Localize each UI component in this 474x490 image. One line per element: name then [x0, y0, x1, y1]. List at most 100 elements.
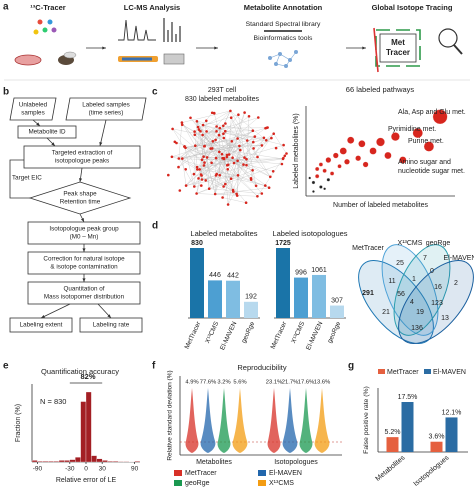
value-label: 5.2% [385, 429, 401, 436]
value-label: 5.6% [233, 380, 246, 386]
x-tick-label: 0 [84, 466, 88, 473]
violin [200, 388, 216, 453]
arrow-head [41, 314, 45, 318]
network-title: 293T cell [208, 87, 237, 94]
value-label: 77.6% [200, 380, 216, 386]
network-edge [230, 110, 271, 177]
legend-label: geoRge [185, 480, 210, 487]
histogram-bar [42, 461, 49, 463]
network-edge [202, 158, 283, 160]
legend-swatch [378, 369, 385, 374]
tracer-dot [47, 19, 53, 25]
x-tick-label: Isotopologues [274, 459, 318, 466]
network-node [222, 156, 226, 160]
network-node [252, 147, 255, 150]
tracer-dot [33, 29, 39, 35]
scatter-point [308, 176, 312, 180]
network-node [236, 137, 239, 140]
network-edge [210, 145, 262, 149]
scatter-point [332, 152, 339, 159]
x-tick-label: Isotopologues [413, 454, 451, 488]
network-edge [203, 130, 253, 157]
network-node [251, 169, 254, 172]
network-node [195, 165, 199, 169]
tracer-dot [42, 27, 48, 33]
network-node [230, 140, 234, 143]
cycle-arrows [375, 29, 421, 67]
cycle-arrows [373, 27, 379, 73]
network-edge [171, 156, 266, 186]
annotation: Pyrimidine met. [388, 126, 436, 133]
venn-count: 136 [411, 325, 423, 332]
network-edge [185, 141, 232, 186]
network-edge [178, 123, 226, 159]
network-node [205, 130, 208, 133]
network-node [210, 147, 214, 150]
network-node [184, 168, 187, 171]
venn-count: 25 [396, 260, 404, 267]
network-node [232, 190, 235, 193]
histogram-bar [96, 458, 103, 463]
network-edge [193, 121, 198, 175]
panel-letter: a [3, 2, 9, 13]
legend-swatch [174, 480, 182, 486]
network-edge [174, 141, 225, 160]
venn-count: 0 [430, 268, 434, 275]
network-node [236, 174, 240, 177]
network-edge [212, 141, 239, 176]
venn-set [393, 244, 451, 336]
flow-input [9, 97, 57, 121]
bar [226, 280, 240, 318]
violin [217, 388, 231, 453]
arrow-head [102, 46, 106, 50]
network-node [202, 164, 206, 167]
scatter-point [311, 180, 316, 185]
magnifier-handle [453, 44, 463, 55]
network-node [256, 195, 259, 198]
venn-count: 19 [416, 309, 424, 316]
venn-label: geoRge [426, 240, 451, 247]
venn-count: 21 [382, 309, 390, 316]
flow-text: Isotopologue peak group [49, 226, 119, 233]
network-edge [182, 124, 271, 177]
network-node [237, 113, 240, 116]
network-edge [182, 137, 272, 159]
spectrum-icon [163, 18, 181, 42]
legend-label: MetTracer [185, 470, 217, 477]
network-node [214, 156, 218, 160]
network-edge [203, 124, 284, 146]
flow-text: Targeted extraction of [52, 150, 113, 157]
network-edge [223, 112, 245, 187]
network-node [242, 163, 245, 166]
network-edge [237, 145, 240, 196]
network-edge [184, 146, 237, 194]
network-node [215, 125, 218, 128]
network-node [194, 144, 197, 147]
network-edge [224, 158, 229, 205]
network-node [224, 129, 227, 133]
network-node [266, 126, 269, 129]
flow-text: (time series) [89, 110, 124, 117]
network-edge [230, 110, 267, 141]
network-node [193, 185, 196, 188]
panel-letter: e [3, 361, 9, 372]
network-node [218, 150, 221, 154]
tracer-label: Tracer [386, 48, 410, 57]
network-edge [197, 131, 217, 170]
y-axis-label: Labeled metabolites (%) [293, 113, 300, 189]
annotation: Amino sugar and [398, 159, 451, 166]
network-edge [232, 157, 262, 194]
network-edge [196, 121, 220, 136]
x-tick-label: Metabolites [375, 454, 407, 483]
tracer-label: Met [391, 38, 405, 47]
x-tick-label: geoRge [240, 320, 256, 344]
x-tick-label: MetTracer [270, 320, 289, 350]
network-node [265, 139, 268, 142]
scatter-point [329, 171, 335, 176]
network-node [192, 172, 196, 176]
network-edge [225, 150, 241, 185]
network-node [260, 144, 264, 147]
violin [185, 388, 199, 453]
network-node [222, 132, 225, 135]
network-edge [172, 128, 203, 136]
